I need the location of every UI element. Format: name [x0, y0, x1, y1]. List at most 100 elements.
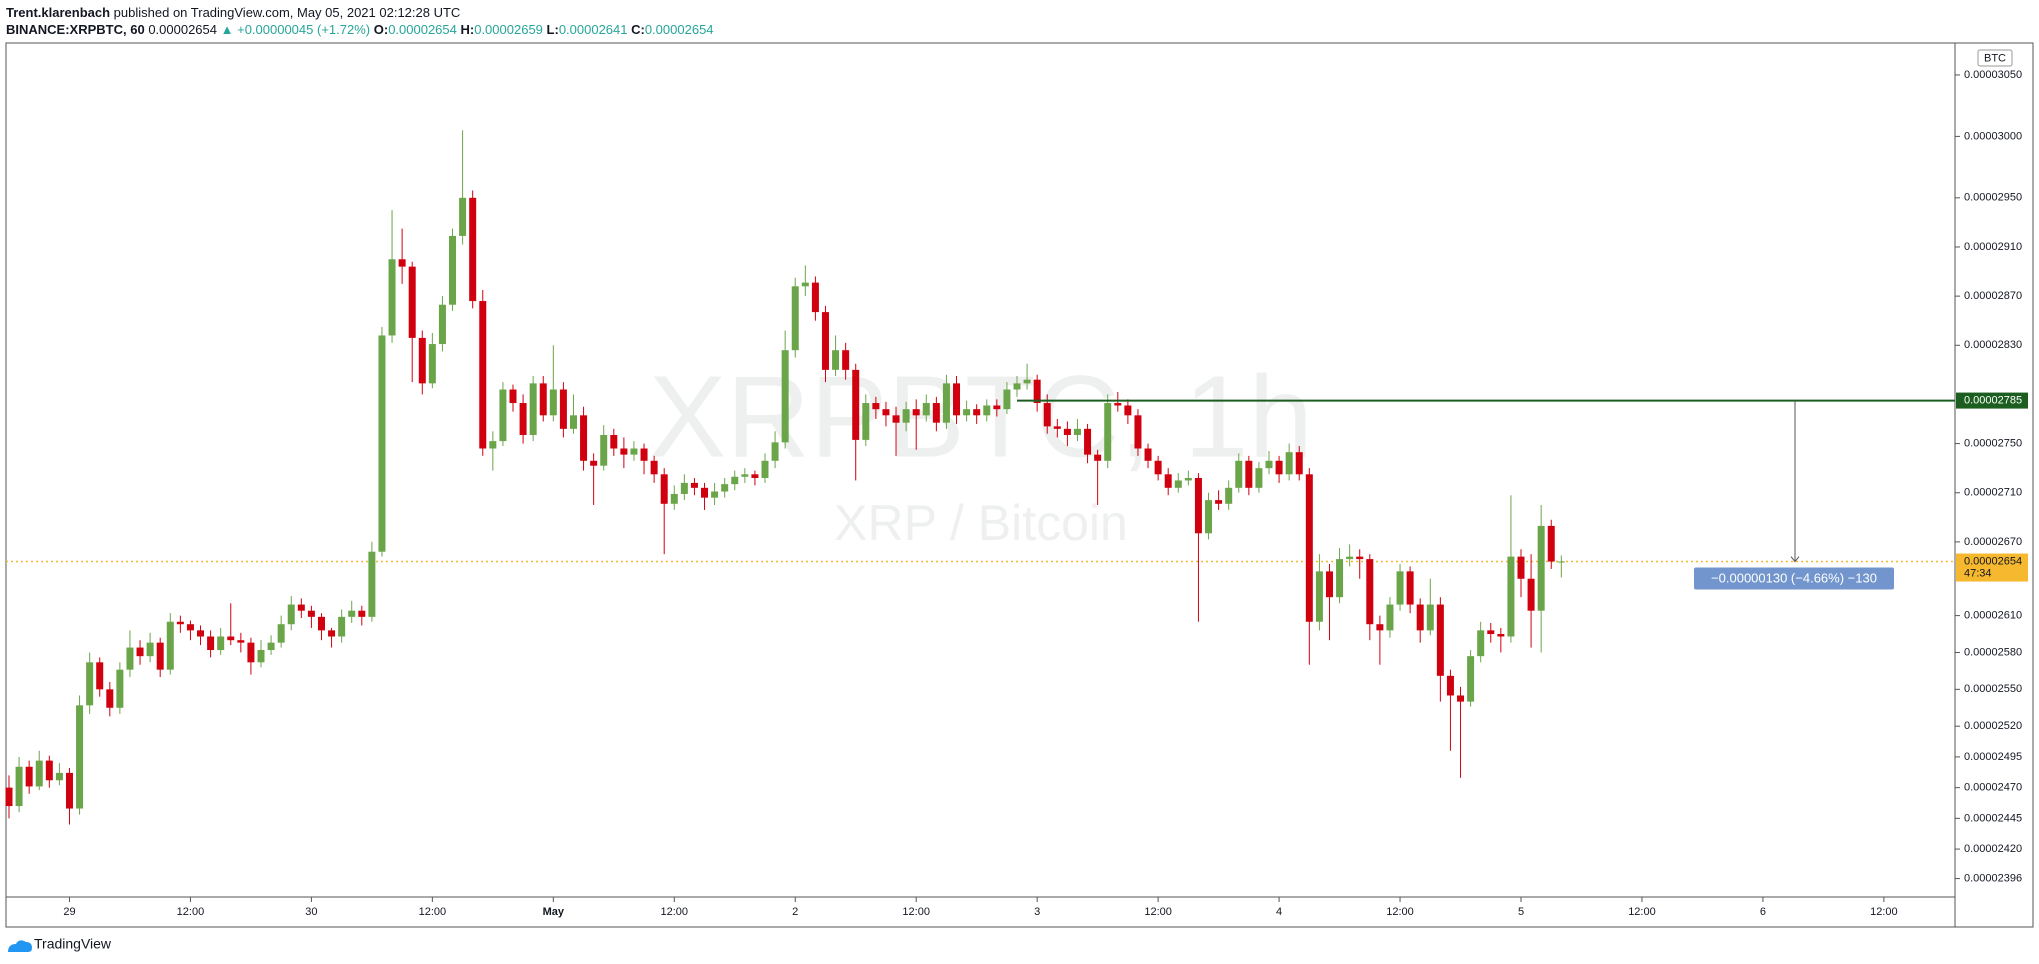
y-tick-label: 0.00002550: [1964, 683, 2022, 695]
c-label: C:: [631, 22, 645, 37]
candle-body: [1003, 389, 1011, 410]
candle-body: [973, 409, 981, 416]
candle-body: [569, 415, 577, 429]
candle-body: [1517, 556, 1525, 579]
candle-body: [65, 772, 73, 809]
candle-body: [1154, 460, 1162, 475]
candle-body: [1386, 604, 1394, 631]
candle-body: [247, 642, 255, 663]
candle-body: [932, 403, 940, 423]
candle-body: [1396, 571, 1404, 605]
candle-body: [1557, 561, 1565, 563]
logo-icon: [8, 940, 32, 952]
candle-body: [378, 335, 386, 552]
x-tick-label: 12:00: [1628, 906, 1656, 918]
candle-body: [1013, 383, 1021, 390]
candle-body: [1436, 604, 1444, 676]
candle-body: [1477, 630, 1485, 657]
y-tick-label: 0.00002910: [1964, 241, 2022, 253]
candle-body: [287, 604, 295, 625]
candle-body: [217, 636, 225, 651]
candle-body: [892, 415, 900, 423]
candle-body: [620, 448, 628, 455]
candle-body: [499, 389, 507, 442]
x-tick-label: 12:00: [902, 906, 930, 918]
candle-body: [156, 642, 164, 670]
x-tick-label: 12:00: [419, 906, 447, 918]
candle-body: [418, 337, 426, 384]
watermark-sub: XRP / Bitcoin: [834, 495, 1128, 551]
x-tick-label: 4: [1276, 906, 1282, 918]
candle-body: [600, 434, 608, 466]
candle-body: [126, 647, 134, 670]
measure-text: −0.00000130 (−4.66%) −130: [1711, 570, 1877, 585]
candle-body: [197, 630, 205, 637]
candle-body: [86, 662, 94, 706]
candle-body: [1325, 571, 1333, 598]
candle-body: [1094, 454, 1102, 461]
c: 0.00002654: [644, 22, 714, 37]
candle-body: [1356, 556, 1364, 560]
o: 0.00002654: [388, 22, 457, 37]
l: 0.00002641: [558, 22, 628, 37]
candle-body: [207, 636, 215, 651]
candle-body: [791, 286, 799, 351]
x-tick-label: 12:00: [661, 906, 689, 918]
candle-body: [257, 650, 265, 663]
x-tick-label: 6: [1760, 906, 1766, 918]
candle-body: [711, 491, 719, 498]
candle-body: [1255, 468, 1263, 488]
countdown: 47:34: [1964, 567, 1992, 579]
candle-body: [146, 642, 154, 657]
candle-body: [76, 705, 84, 809]
candle-body: [96, 662, 104, 690]
candle-body: [267, 642, 275, 651]
candle-body: [761, 460, 769, 478]
candle-body: [942, 383, 950, 423]
candle-body: [832, 350, 840, 370]
candle-body: [35, 760, 43, 787]
candle-body: [317, 616, 325, 631]
candle-body: [5, 787, 13, 807]
x-tick-label: 12:00: [1870, 906, 1898, 918]
candle-body: [650, 460, 658, 475]
candle-body: [529, 383, 537, 435]
candle-body: [136, 647, 144, 657]
y-tick-label: 0.00002750: [1964, 437, 2022, 449]
candle-body: [1174, 480, 1182, 488]
candle-body: [1084, 428, 1092, 455]
candle-body: [690, 482, 698, 488]
candle-body: [388, 259, 396, 336]
candle-body: [670, 493, 678, 504]
measure-arrow: [1790, 556, 1800, 563]
footer-logo: [8, 940, 32, 952]
y-tick-label: 0.00002420: [1964, 843, 2022, 855]
candle-body: [1033, 379, 1041, 404]
y-tick-label: 0.00002950: [1964, 192, 2022, 204]
candle-body: [1487, 630, 1495, 635]
candle-body: [549, 389, 557, 416]
y-tick-label: 0.00002610: [1964, 610, 2022, 622]
candle-body: [237, 640, 245, 643]
candle-body: [1124, 405, 1132, 416]
candle-body: [872, 403, 880, 410]
candle-body: [106, 689, 114, 708]
candle-body: [993, 405, 1001, 410]
candle-body: [1043, 403, 1051, 427]
candle-body: [983, 405, 991, 416]
candle-body: [781, 350, 789, 443]
candle-body: [1114, 403, 1122, 406]
y-tick-label: 0.00002495: [1964, 751, 2022, 763]
candle-body: [519, 403, 527, 435]
x-tick-label: 5: [1518, 906, 1524, 918]
hline-label-box: [1956, 392, 2028, 409]
x-tick-label: May: [543, 906, 565, 918]
candle-body: [610, 434, 618, 449]
candle-body: [368, 551, 376, 617]
currency: BTC: [1984, 52, 2006, 64]
candle-body: [479, 301, 487, 449]
watermark: XRPBTC, 1h: [649, 352, 1313, 482]
currency-box: [1977, 49, 2013, 67]
x-tick-label: 30: [305, 906, 317, 918]
